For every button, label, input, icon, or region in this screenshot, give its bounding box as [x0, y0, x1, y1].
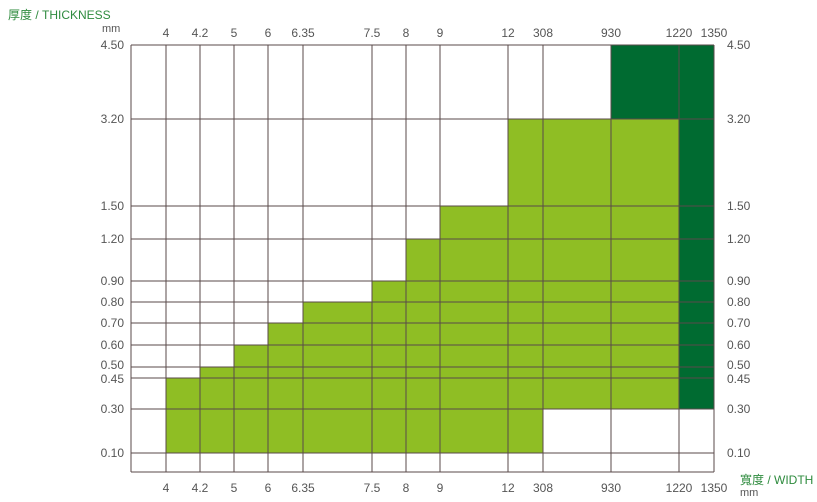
tick-labels: 4 4 4.2 4.2 5 5 6 6 6.35 6.35 7.5 7.5 8 8 9 9 12 12 308 308…: [101, 26, 751, 495]
x-tick-top-10: 930: [601, 26, 621, 40]
x-tick-top-1: 4.2: [192, 26, 209, 40]
y-tick-right-5: 0.80: [727, 295, 751, 309]
fill-region-dark-green-1: [679, 45, 714, 409]
x-tick-top-3: 6: [265, 26, 272, 40]
y-tick-right-1: 3.20: [727, 112, 751, 126]
x-tick-bottom-7: 9: [437, 481, 444, 495]
y-tick-left-0: 4.50: [101, 38, 125, 52]
fill-region-light-green-10: [611, 119, 679, 409]
y-tick-left-10: 0.30: [101, 402, 125, 416]
y-tick-right-2: 1.50: [727, 199, 751, 213]
y-tick-right-10: 0.30: [727, 402, 751, 416]
x-tick-bottom-9: 308: [533, 481, 553, 495]
x-tick-bottom-0: 4: [163, 481, 170, 495]
y-tick-left-3: 1.20: [101, 232, 125, 246]
x-axis-unit: mm: [740, 487, 758, 499]
y-tick-right-9: 0.45: [727, 372, 751, 386]
y-tick-right-11: 0.10: [727, 446, 751, 460]
x-axis-title: 寬度 / WIDTH: [740, 472, 813, 487]
x-tick-top-7: 9: [437, 26, 444, 40]
y-tick-left-9: 0.45: [101, 372, 125, 386]
y-tick-left-2: 1.50: [101, 199, 125, 213]
fill-region-light-green-6: [406, 239, 440, 453]
y-tick-left-11: 0.10: [101, 446, 125, 460]
y-tick-left-4: 0.90: [101, 274, 125, 288]
fill-region-light-green-1: [200, 367, 234, 453]
y-tick-right-8: 0.50: [727, 358, 751, 372]
y-tick-left-5: 0.80: [101, 295, 125, 309]
x-tick-bottom-4: 6.35: [291, 481, 315, 495]
x-tick-top-4: 6.35: [291, 26, 315, 40]
x-tick-bottom-3: 6: [265, 481, 272, 495]
x-tick-bottom-6: 8: [403, 481, 410, 495]
x-tick-bottom-5: 7.5: [364, 481, 381, 495]
x-tick-top-0: 4: [163, 26, 170, 40]
x-tick-bottom-10: 930: [601, 481, 621, 495]
fill-region-light-green-2: [234, 345, 268, 453]
y-tick-left-1: 3.20: [101, 112, 125, 126]
fill-region-light-green-3: [268, 323, 303, 453]
y-tick-left-8: 0.50: [101, 358, 125, 372]
x-tick-top-6: 8: [403, 26, 410, 40]
x-tick-top-8: 12: [501, 26, 515, 40]
x-tick-top-2: 5: [231, 26, 238, 40]
fill-region-light-green-7: [440, 206, 508, 453]
fill-region-light-green-9: [543, 119, 611, 409]
y-axis-title: 厚度 / THICKNESS: [8, 7, 111, 22]
x-tick-bottom-8: 12: [501, 481, 515, 495]
x-tick-bottom-11: 1220: [666, 481, 693, 495]
y-tick-right-6: 0.70: [727, 316, 751, 330]
y-tick-right-0: 4.50: [727, 38, 751, 52]
fill-region-dark-green-0: [611, 45, 679, 119]
y-tick-left-6: 0.70: [101, 316, 125, 330]
grid-layer: [130, 44, 715, 473]
fill-region-light-green-0: [166, 378, 200, 453]
x-tick-bottom-2: 5: [231, 481, 238, 495]
x-tick-top-12: 1350: [701, 26, 728, 40]
x-tick-top-11: 1220: [666, 26, 693, 40]
y-tick-right-4: 0.90: [727, 274, 751, 288]
y-tick-left-7: 0.60: [101, 338, 125, 352]
x-tick-bottom-12: 1350: [701, 481, 728, 495]
fill-region-light-green-8: [508, 119, 543, 453]
x-tick-bottom-1: 4.2: [192, 481, 209, 495]
x-tick-top-9: 308: [533, 26, 553, 40]
x-tick-top-5: 7.5: [364, 26, 381, 40]
y-axis-unit: mm: [102, 23, 120, 35]
y-tick-right-3: 1.20: [727, 232, 751, 246]
y-tick-right-7: 0.60: [727, 338, 751, 352]
